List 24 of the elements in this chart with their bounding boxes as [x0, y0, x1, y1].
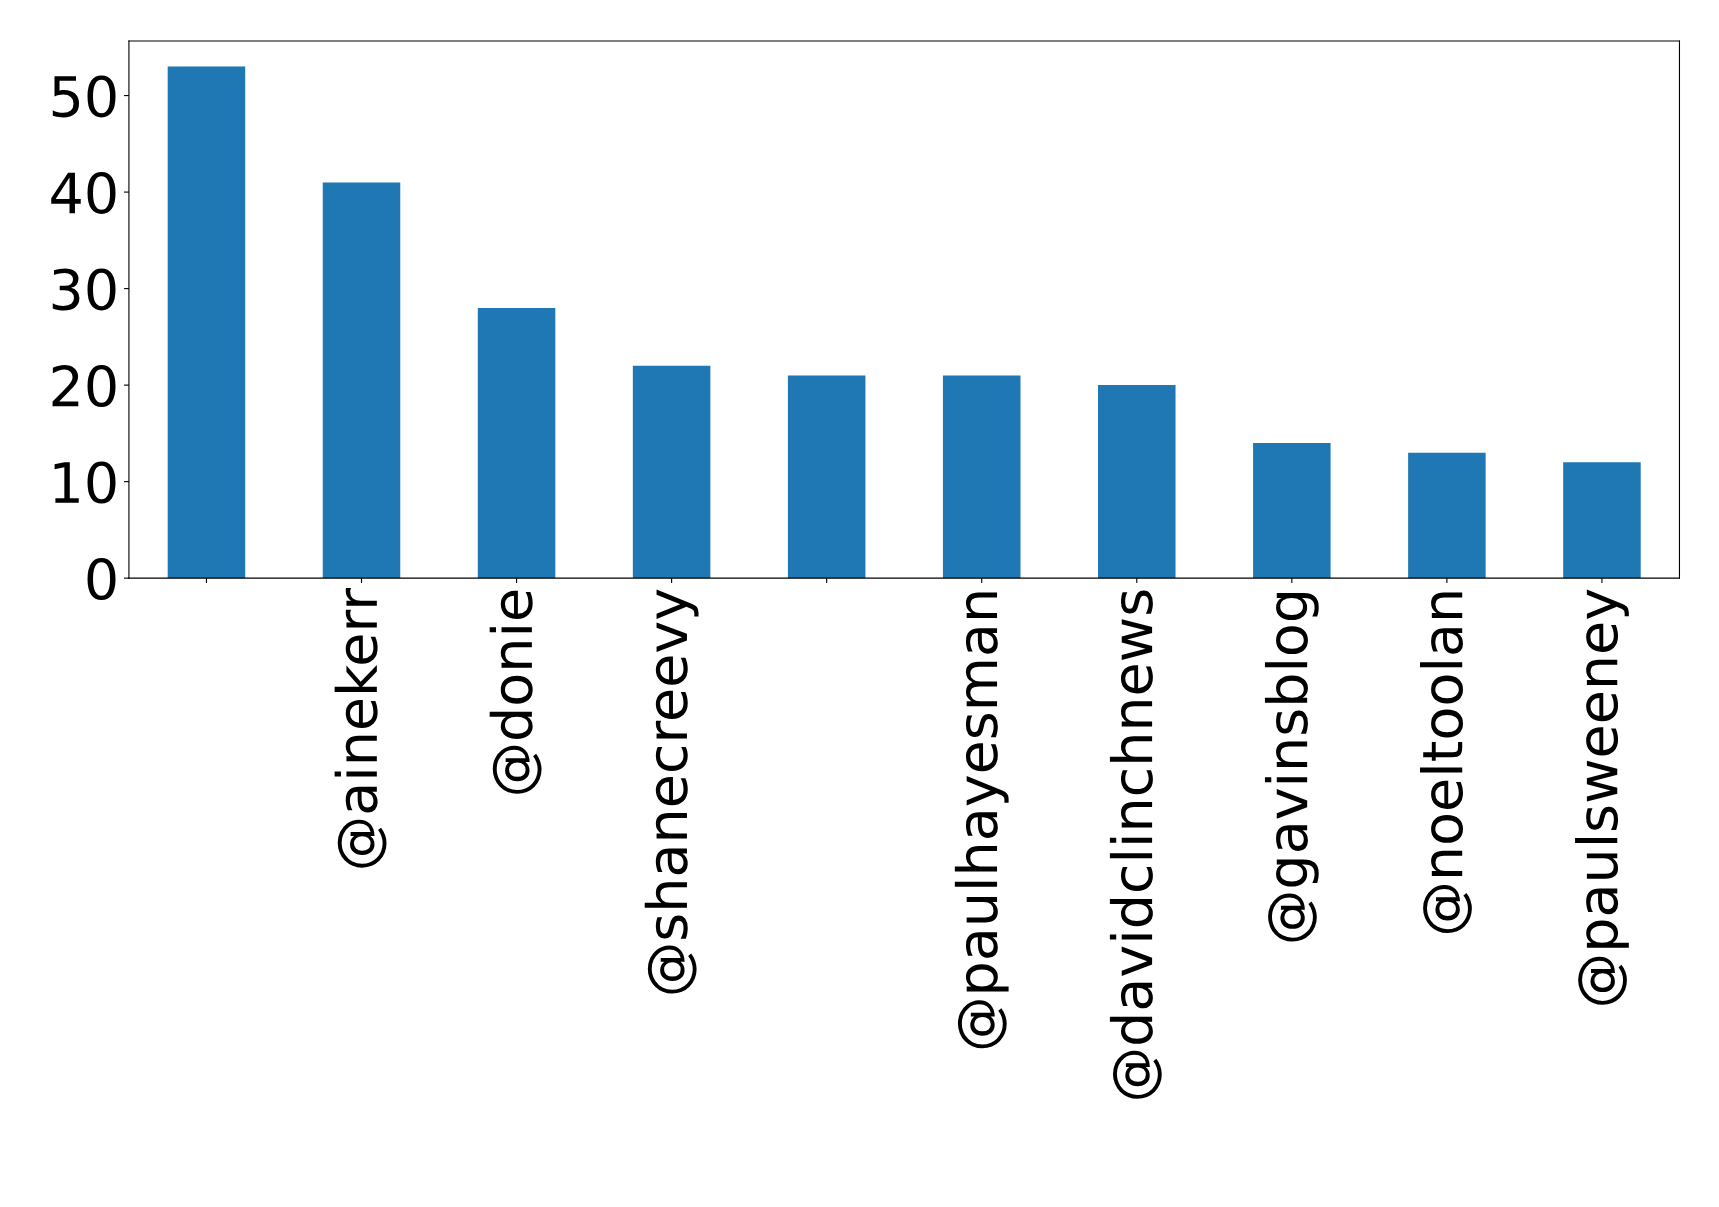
- bar: [477, 307, 556, 579]
- x-tick-label: @paulsweeney: [1575, 589, 1629, 1005]
- bar: [1098, 385, 1176, 579]
- x-tick-label: @davidclinchnews: [1109, 590, 1162, 1099]
- bar: [1563, 462, 1641, 579]
- x-tick-label: @ainekerr: [334, 587, 387, 868]
- x-tick-label: @gavinsblog: [1264, 592, 1319, 942]
- x-tick-label: @noeltoolan: [1420, 592, 1472, 934]
- x-tick-label: @shanecreevy: [644, 589, 699, 994]
- y-tick-label: 10: [54, 461, 116, 504]
- y-tick-label: 0: [87, 558, 116, 601]
- y-tick-label: 40: [51, 171, 116, 214]
- bar: [632, 365, 711, 579]
- bar: [1253, 443, 1331, 579]
- x-tick-label: @donie: [489, 590, 542, 794]
- bar: [942, 375, 1021, 579]
- bar: [1408, 452, 1486, 579]
- bar: [787, 375, 866, 579]
- bar: [167, 66, 246, 579]
- y-tick-label: 30: [52, 268, 116, 311]
- x-tick-label: @paulhayesman: [954, 592, 1009, 1049]
- y-tick-label: 20: [52, 364, 116, 408]
- y-tick-label: 50: [52, 75, 116, 118]
- bar: [322, 182, 401, 579]
